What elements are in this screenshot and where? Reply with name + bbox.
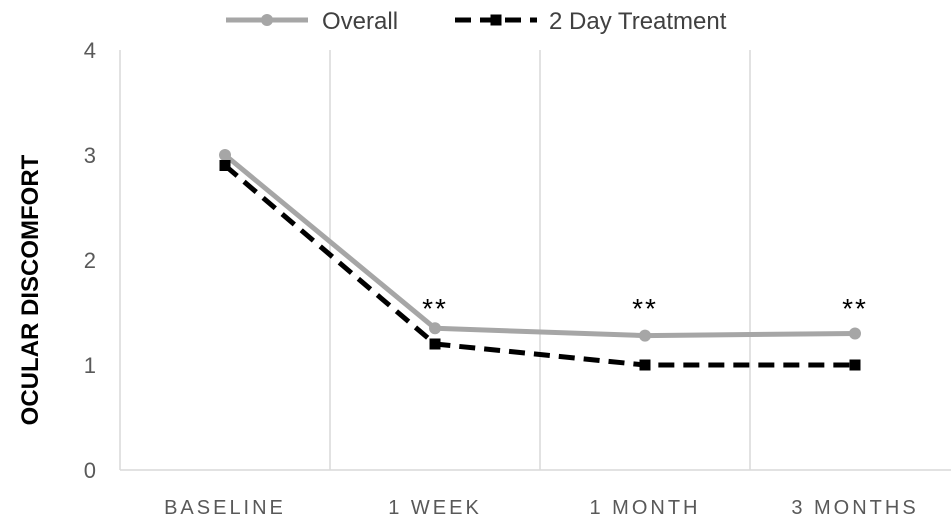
legend-swatch-marker: [490, 14, 502, 26]
data-point: [849, 359, 861, 371]
data-point: [429, 338, 441, 350]
significance-annotation: **: [842, 293, 868, 324]
y-tick-label: 0: [84, 458, 96, 483]
x-category-label: 3 MONTHS: [791, 497, 918, 518]
data-point: [429, 322, 441, 335]
series-overall: [219, 149, 861, 342]
data-point: [219, 160, 231, 171]
y-axis-label: OCULAR DISCOMFORT: [17, 154, 44, 425]
y-tick-label: 1: [84, 353, 96, 378]
y-tick-label: 2: [84, 248, 96, 273]
legend-label: Overall: [322, 8, 398, 35]
series-line: [223, 163, 855, 368]
data-point: [849, 327, 861, 340]
data-point: [639, 329, 651, 342]
legend-label: 2 Day Treatment: [549, 8, 727, 35]
x-category-label: 1 WEEK: [388, 497, 482, 518]
grid: [119, 50, 751, 470]
y-tick-label: 4: [84, 38, 96, 63]
legend-entry: Overall: [226, 8, 398, 35]
series-line: [223, 153, 856, 339]
data-point: [219, 149, 231, 161]
x-category-label: 1 MONTH: [590, 497, 701, 518]
significance-annotation: **: [632, 293, 658, 324]
legend-swatch-marker: [261, 14, 273, 26]
series: [219, 149, 861, 371]
axes: 0 1 2 3 4 BASELINE 1 WEEK 1 MONTH 3 MONTHS: [84, 38, 951, 518]
annotations: ** ** **: [422, 293, 868, 324]
legend-entry: 2 Day Treatment: [455, 8, 727, 35]
legend: Overall 2 Day Treatment: [226, 8, 727, 35]
significance-annotation: **: [422, 293, 448, 324]
data-point: [639, 359, 651, 371]
y-tick-label: 3: [84, 143, 96, 168]
x-category-label: BASELINE: [164, 497, 286, 518]
series-two-day-treatment: [219, 160, 861, 371]
